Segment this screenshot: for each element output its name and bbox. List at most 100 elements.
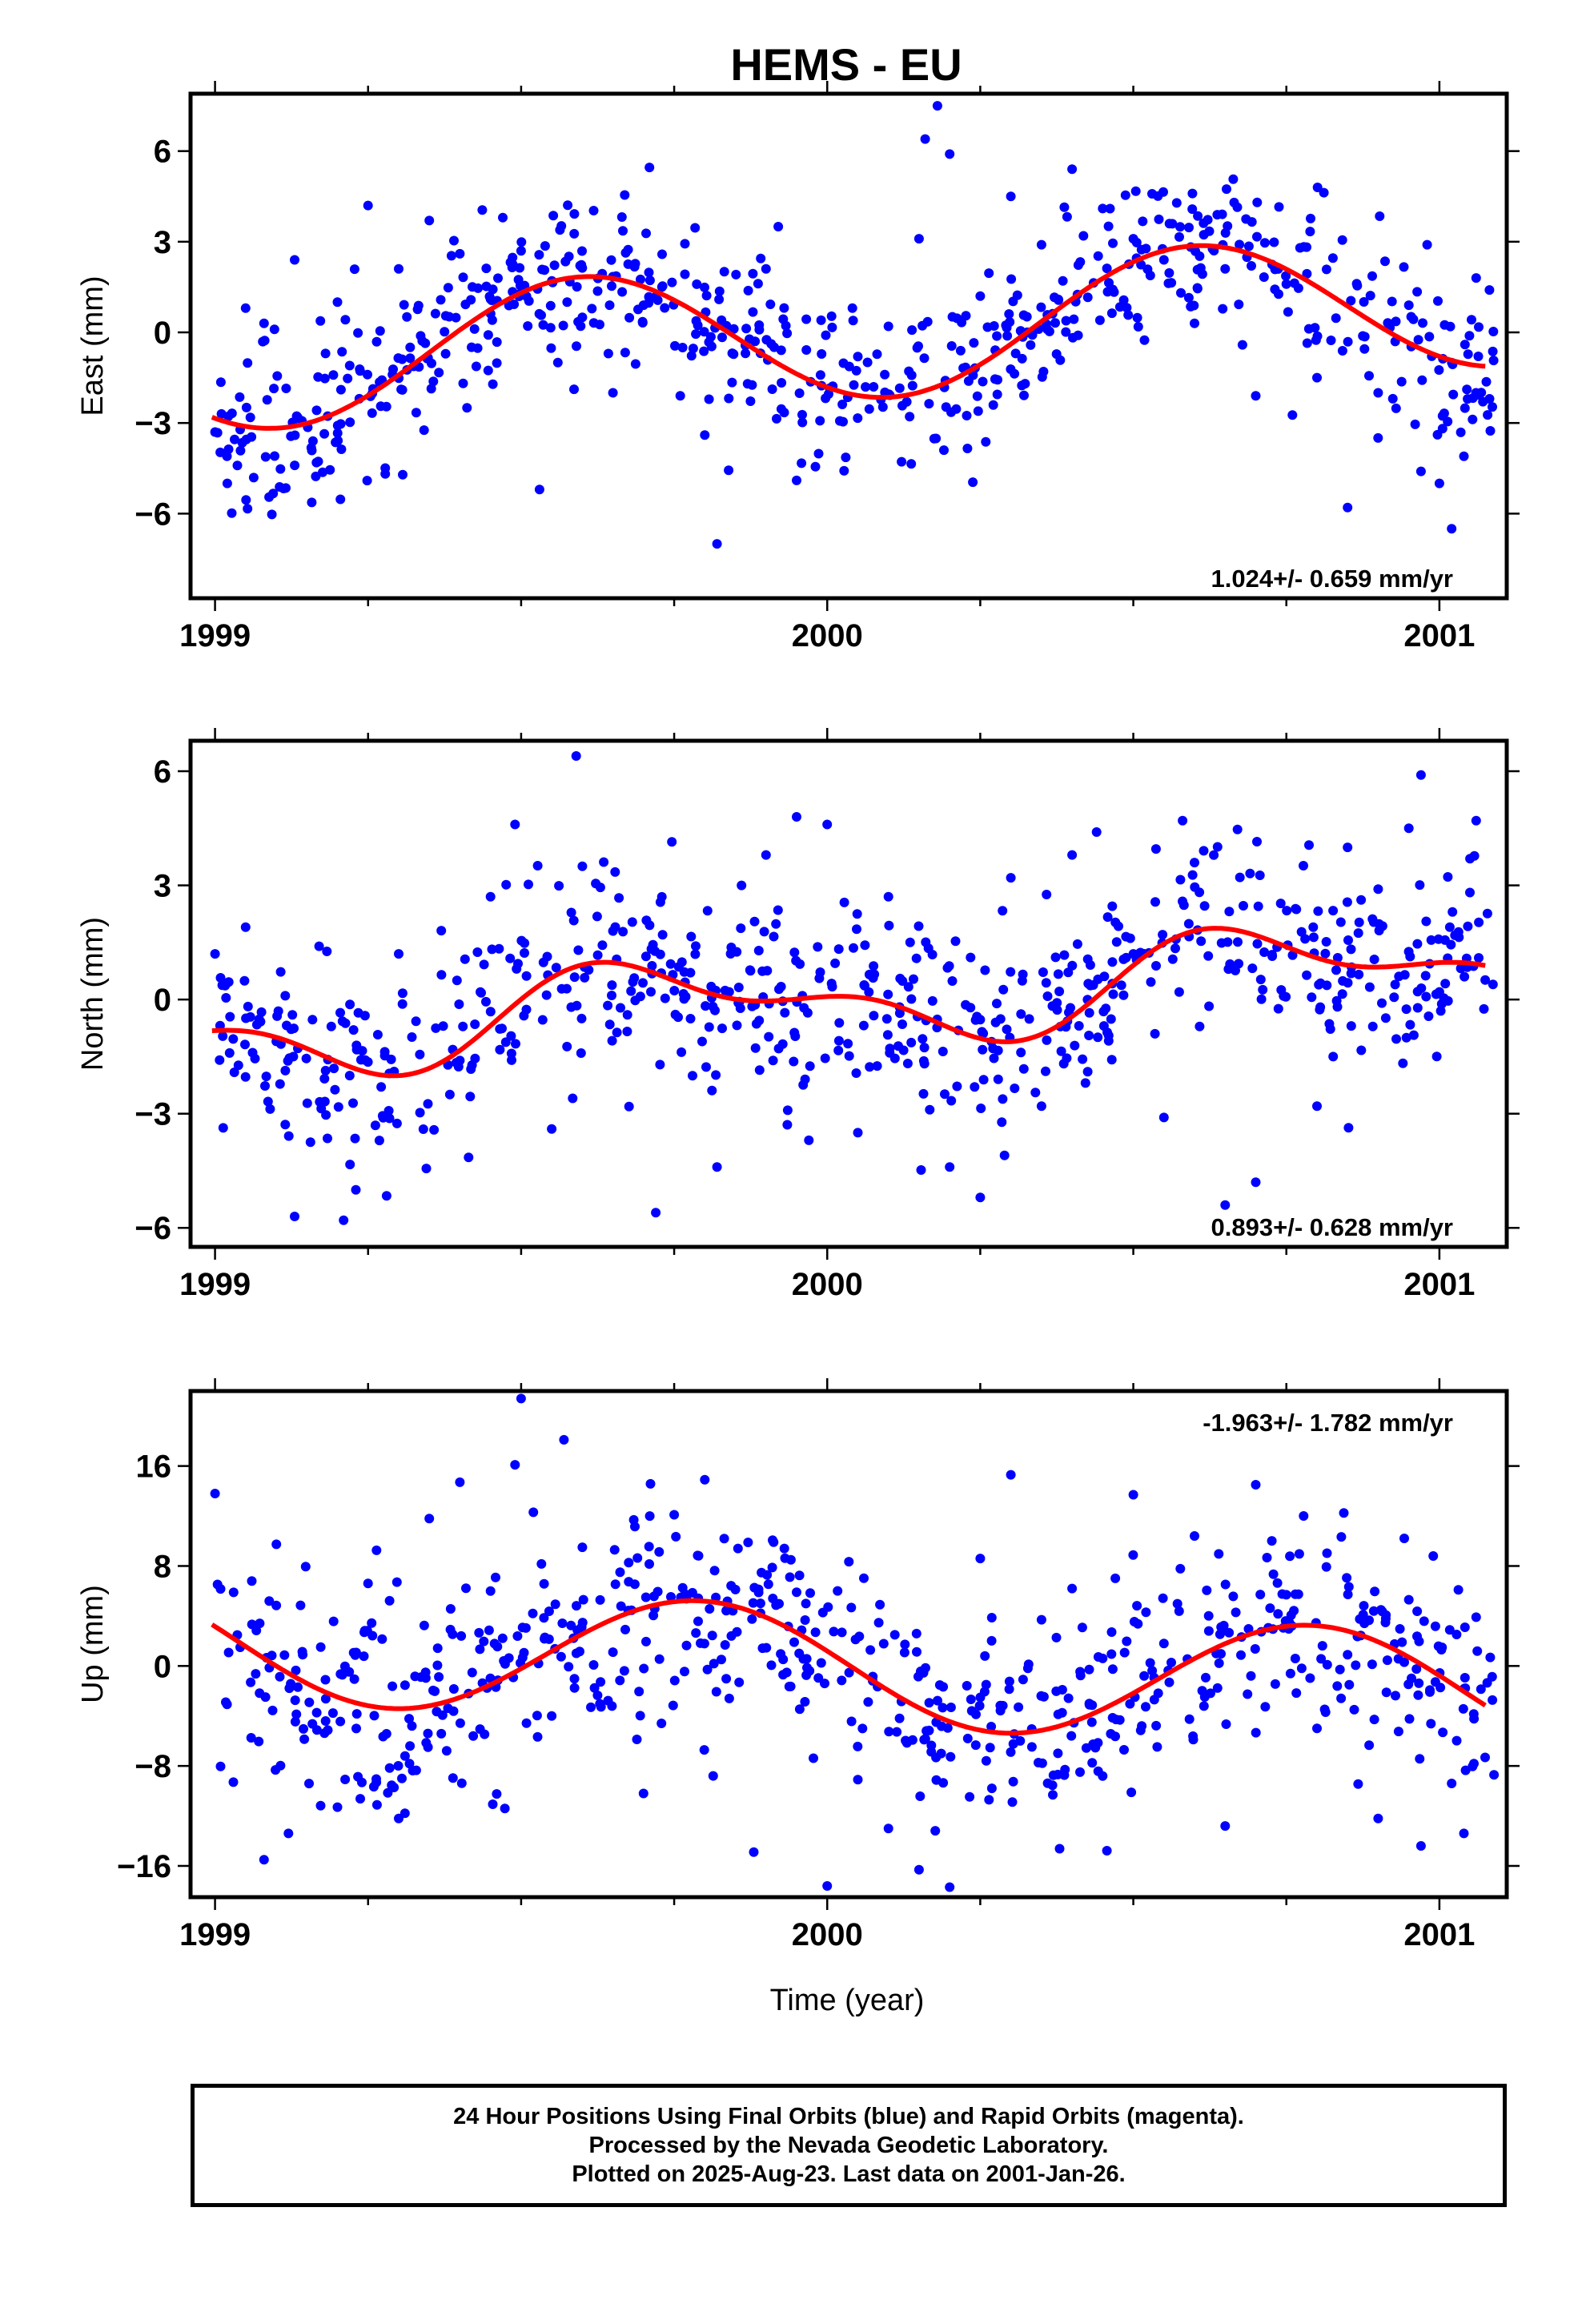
data-point: [1103, 221, 1114, 231]
data-point: [1343, 842, 1353, 853]
data-point: [700, 1474, 710, 1485]
data-point: [1107, 1664, 1118, 1675]
data-point: [1393, 1654, 1403, 1664]
data-point: [455, 248, 465, 259]
data-point: [524, 296, 534, 306]
data-point: [419, 425, 429, 436]
data-point: [235, 392, 245, 402]
data-point: [440, 311, 451, 321]
data-point: [990, 374, 1000, 384]
data-point: [1120, 190, 1130, 200]
data-point: [430, 1686, 440, 1696]
data-point: [1488, 327, 1499, 336]
data-point: [1164, 267, 1174, 278]
data-point: [721, 1674, 732, 1684]
data-point: [410, 1671, 420, 1682]
data-point: [337, 347, 347, 357]
data-point: [1221, 1719, 1231, 1729]
data-point: [971, 1709, 981, 1719]
data-point: [340, 315, 351, 325]
data-point: [708, 1771, 718, 1781]
data-point: [917, 320, 928, 331]
data-point: [1320, 1707, 1331, 1717]
data-point: [418, 1124, 428, 1134]
data-point: [1212, 842, 1223, 852]
data-point: [1199, 901, 1210, 911]
data-point: [907, 380, 917, 391]
data-point: [320, 1675, 331, 1685]
data-point: [1151, 1720, 1162, 1731]
data-point: [355, 366, 365, 376]
data-point: [877, 402, 888, 412]
data-point: [968, 477, 978, 488]
data-point: [577, 246, 587, 256]
data-point: [1403, 947, 1414, 957]
data-point: [647, 961, 657, 971]
data-point: [984, 1795, 994, 1805]
data-point: [1401, 1032, 1411, 1043]
data-point: [837, 1675, 847, 1686]
data-point: [761, 850, 771, 860]
data-point: [592, 286, 603, 296]
data-point: [394, 949, 404, 959]
data-point: [1201, 1672, 1211, 1683]
x-axis-east: 1999 2000 2001: [179, 81, 1475, 653]
data-point: [1106, 1627, 1117, 1637]
data-point: [398, 469, 408, 480]
data-point: [946, 341, 957, 351]
data-point: [841, 452, 851, 463]
data-point: [371, 1545, 382, 1555]
data-point: [940, 1089, 950, 1100]
data-point: [318, 467, 327, 477]
data-point: [1391, 1691, 1400, 1701]
x-axis-north: 1999 2000 2001: [179, 728, 1475, 1302]
data-point: [517, 1622, 528, 1633]
data-point: [965, 1791, 975, 1802]
data-point: [1303, 324, 1314, 334]
data-point: [737, 880, 747, 891]
data-point: [817, 349, 827, 359]
data-point: [389, 1783, 400, 1792]
data-point: [485, 891, 496, 902]
data-point: [1073, 260, 1083, 270]
data-point: [678, 989, 689, 999]
data-point: [805, 1061, 815, 1072]
data-point: [509, 300, 520, 309]
data-point: [884, 920, 894, 931]
data-point: [402, 312, 412, 322]
data-point: [1217, 209, 1227, 219]
data-point: [1252, 197, 1263, 207]
data-point: [1336, 1693, 1347, 1703]
data-point: [350, 1133, 360, 1144]
data-point: [1018, 1675, 1028, 1685]
data-point: [849, 943, 858, 953]
data-point: [693, 1616, 703, 1626]
data-point: [1401, 1004, 1411, 1015]
data-point: [552, 357, 563, 368]
data-point: [362, 476, 372, 486]
x-tick-label: 2000: [792, 618, 863, 653]
data-point: [1468, 1761, 1478, 1771]
data-point: [1305, 1673, 1315, 1683]
data-point: [833, 1035, 844, 1046]
data-point: [1287, 410, 1298, 420]
data-point: [1332, 1681, 1343, 1691]
data-point: [411, 1016, 421, 1027]
data-point: [1132, 312, 1142, 323]
data-point: [693, 320, 703, 331]
data-point: [1093, 251, 1103, 261]
data-point: [805, 1588, 815, 1598]
data-point: [1423, 1011, 1434, 1021]
data-point: [1304, 840, 1314, 850]
data-point: [1220, 1579, 1231, 1590]
data-point: [1150, 897, 1160, 907]
data-point: [534, 250, 544, 260]
data-point: [881, 1014, 892, 1024]
data-point: [275, 1079, 285, 1089]
data-point: [1328, 1051, 1339, 1062]
data-point: [521, 971, 532, 981]
data-point: [1424, 332, 1435, 342]
data-point: [1170, 943, 1180, 954]
info-line-dates: Plotted on 2025-Aug-23. Last data on 200…: [572, 2161, 1126, 2187]
data-point: [580, 972, 590, 983]
